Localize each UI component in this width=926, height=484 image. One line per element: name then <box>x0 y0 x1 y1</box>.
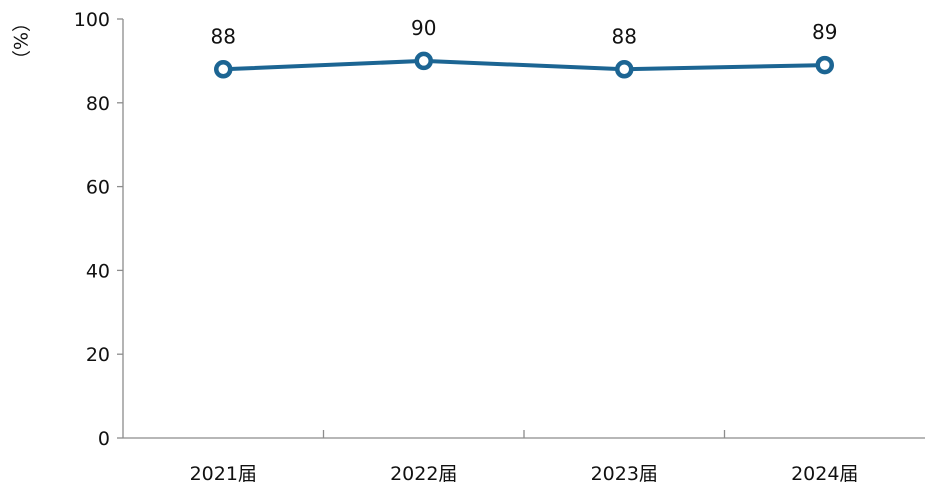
x-tick-label: 2021届 <box>190 463 257 484</box>
axes <box>122 19 925 439</box>
y-axis-unit-label: （%） <box>9 13 31 69</box>
data-label: 88 <box>612 24 637 48</box>
data-point-marker <box>414 51 433 71</box>
series-line <box>221 58 827 72</box>
y-tick-label: 0 <box>98 428 110 450</box>
data-label: 89 <box>812 20 837 44</box>
x-tick-label: 2024届 <box>791 463 858 484</box>
x-tick-label: 2023届 <box>591 463 658 484</box>
y-tick-label: 40 <box>86 260 110 282</box>
data-point-marker <box>815 55 834 75</box>
data-point-marker <box>214 60 233 79</box>
y-tick-label: 60 <box>86 177 110 199</box>
y-tick-label: 100 <box>74 9 110 31</box>
x-axis-ticks: 2021届 2022届 2023届 2024届 <box>190 430 858 484</box>
y-tick-label: 80 <box>86 93 110 115</box>
data-label: 90 <box>411 16 436 40</box>
x-tick-label: 2022届 <box>390 463 457 484</box>
data-label: 88 <box>211 24 236 48</box>
data-point-marker <box>615 60 634 79</box>
data-labels: 88 90 88 89 <box>211 16 838 48</box>
y-tick-label: 20 <box>86 344 110 366</box>
y-axis-ticks: 0 20 40 60 80 100 <box>74 9 123 450</box>
series-layer <box>214 51 834 79</box>
